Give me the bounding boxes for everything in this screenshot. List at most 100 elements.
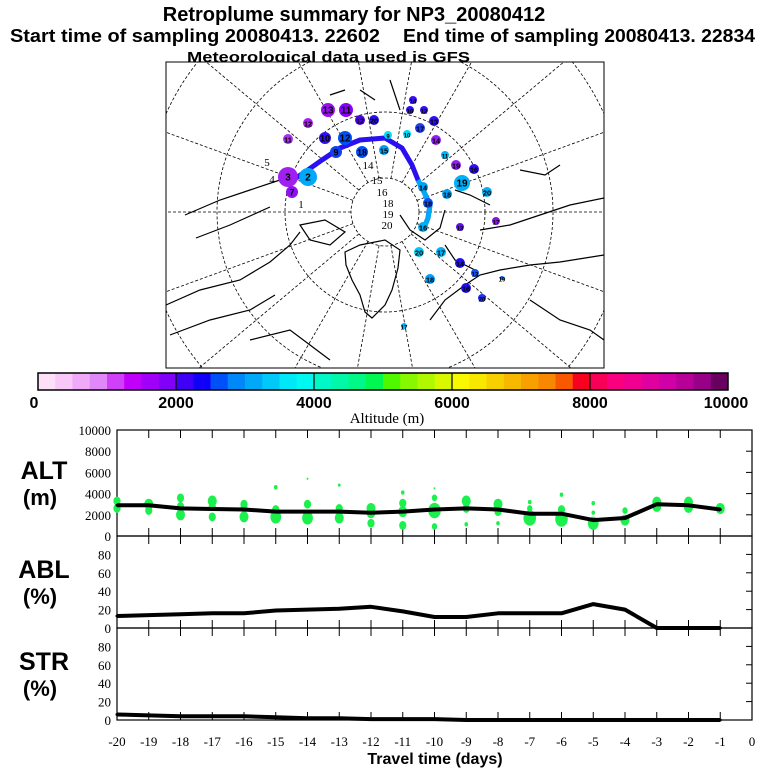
trajectory-point (278, 167, 298, 187)
series-point (179, 714, 182, 718)
colorbar-cell (38, 373, 56, 390)
panel-frame (116, 627, 753, 721)
series-point (528, 512, 532, 516)
colorbar-cell (400, 373, 418, 390)
colorbar-cell (176, 373, 194, 390)
longitude-line (166, 223, 354, 293)
panel-alt: 0 2000 4000 6000 8000 10000 ALT(m) (21, 423, 753, 544)
altitude-scatter-point (273, 485, 278, 490)
series-point (306, 716, 309, 720)
map-coastlines (166, 79, 604, 361)
colorbar-cell (55, 373, 73, 390)
day-label: 19 (383, 209, 395, 221)
trajectory-point-label: 20 (370, 117, 378, 126)
series-point (274, 510, 278, 514)
colorbar-cell (590, 373, 608, 390)
altitude-scatter-point (496, 521, 500, 526)
altitude-scatter-point (176, 493, 185, 503)
colorbar-cell (521, 373, 539, 390)
trajectory-point-label: 17 (493, 221, 500, 227)
series-line-str (116, 712, 721, 722)
x-tick-label: -19 (140, 734, 157, 749)
trajectory-point (455, 258, 465, 268)
x-tick-label: -6 (556, 734, 567, 749)
colorbar-label: Altitude (m) (350, 411, 425, 427)
series-point (369, 511, 373, 515)
x-tick-label: 0 (749, 734, 756, 749)
longitude-line (416, 223, 604, 293)
series-point (560, 611, 563, 615)
series-point (464, 506, 468, 510)
trajectory-point (409, 96, 417, 104)
colorbar-cell (193, 373, 211, 390)
series-point (210, 507, 214, 511)
colorbar-tick-label: 2000 (158, 395, 194, 412)
series-point (210, 611, 214, 615)
y-tick-label: 0 (105, 621, 112, 636)
day-label: 1 (298, 199, 304, 211)
longitude-line (198, 233, 360, 368)
trajectory-point-label: 14 (410, 100, 417, 106)
y-tick-label: 80 (98, 547, 111, 562)
altitude-scatter-point (559, 492, 564, 497)
trajectory-point-label: 7 (289, 188, 294, 198)
longitude-line (416, 131, 604, 201)
series-point (274, 609, 278, 613)
longitude-line (401, 241, 476, 368)
trajectory-point-label: 10 (404, 134, 411, 140)
trajectory-point (429, 116, 439, 126)
day-label: 14 (363, 160, 375, 172)
series-point (528, 611, 532, 615)
trajectory-point-label: 20 (479, 298, 486, 304)
altitude-scatter-point (591, 510, 596, 515)
altitude-scatter-point (399, 521, 407, 530)
trajectory-point (469, 164, 479, 174)
colorbar-cell (710, 373, 729, 390)
trajectory-point-label: 2 (305, 173, 311, 184)
trajectory-point (482, 187, 492, 197)
altitude-scatter-point (493, 498, 503, 510)
series-point (623, 718, 627, 722)
x-tick-label: -20 (108, 734, 125, 749)
trajectory-point-label: 16 (419, 224, 427, 233)
series-point (242, 714, 246, 718)
series-point (115, 503, 119, 507)
colorbar-cell (348, 373, 367, 390)
series-point (401, 717, 405, 721)
map-frame (165, 61, 605, 369)
colorbar-cell (538, 373, 556, 390)
panel-label: ABL (18, 556, 69, 584)
altitude-scatter-point (367, 518, 375, 528)
series-point (464, 718, 468, 722)
x-tick-label: -12 (362, 734, 379, 749)
y-tick-label: 8000 (85, 444, 111, 459)
y-tick-label: 0 (105, 529, 112, 544)
trajectory-point (403, 130, 411, 138)
trajectory-point-label: 13 (472, 273, 479, 279)
panel-label: STR (19, 648, 69, 676)
latitude-circle (216, 62, 554, 368)
colorbar-cell (503, 373, 522, 390)
trajectory-point (303, 118, 313, 128)
x-axis-label: Travel time (days) (367, 751, 502, 768)
series-point (528, 718, 532, 722)
day-label: 18 (383, 198, 395, 210)
altitude-colorbar: 0 2000 4000 6000 8000 10000 (30, 372, 748, 412)
end-time-label: End time of sampling 20080413. 22834 (403, 26, 755, 46)
trajectory-point (384, 131, 392, 139)
longitude-line (205, 62, 360, 191)
series-point (718, 718, 722, 722)
trajectory-point (406, 106, 414, 114)
trajectory-point-label: 17 (437, 249, 445, 258)
trajectory-point (500, 276, 504, 280)
altitude-scatter-point (431, 523, 438, 530)
series-point (591, 518, 595, 522)
x-tick-label: -16 (235, 734, 253, 749)
longitude-line (401, 62, 473, 183)
y-tick-label: 6000 (85, 465, 111, 480)
trajectory-point-label: 15 (380, 147, 388, 156)
series-point (242, 611, 246, 615)
colorbar-cell (452, 373, 470, 390)
x-tick-label: -9 (461, 734, 472, 749)
